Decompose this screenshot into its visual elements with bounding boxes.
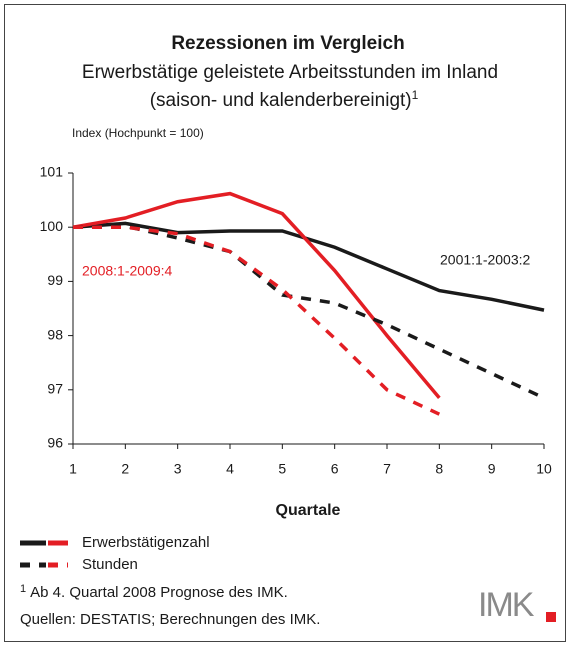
logo-square (546, 612, 556, 622)
x-tick-label: 8 (435, 461, 443, 477)
x-tick-label: 1 (69, 461, 77, 477)
chart-subtitle: Erwerbstätige geleistete Arbeitsstunden … (82, 62, 498, 83)
y-tick-label: 96 (47, 435, 63, 451)
subtitle-note: 1 (412, 88, 419, 102)
y-axis-label: Index (Hochpunkt = 100) (72, 126, 204, 140)
y-tick-label: 99 (47, 272, 63, 288)
x-tick-label: 5 (278, 461, 286, 477)
annotation: 2008:1-2009:4 (82, 263, 173, 279)
x-tick-label: 3 (174, 461, 182, 477)
series-line (73, 225, 441, 416)
y-tick-label: 101 (40, 164, 64, 180)
chart-title: Rezessionen im Vergleich (171, 33, 404, 54)
x-tick-label: 9 (488, 461, 496, 477)
x-axis-label: Quartale (276, 502, 341, 519)
annotation: 2001:1-2003:2 (440, 252, 531, 268)
y-tick-label: 97 (47, 381, 63, 397)
source: Quellen: DESTATIS; Berechnungen des IMK. (20, 611, 320, 628)
x-tick-label: 4 (226, 461, 234, 477)
chart-subtitle: (saison- und kalenderbereinigt)1 (150, 88, 419, 111)
frame (4, 4, 566, 642)
x-tick-label: 10 (536, 461, 552, 477)
footnote-marker: 1 (20, 583, 26, 595)
series-line (72, 221, 545, 312)
logo: IMK (478, 586, 535, 624)
legend-label: Stunden (82, 556, 138, 573)
x-tick-label: 7 (383, 461, 391, 477)
x-tick-label: 6 (331, 461, 339, 477)
series-line (72, 191, 441, 400)
x-tick-label: 2 (121, 461, 129, 477)
subtitle-line: (saison- und kalenderbereinigt) (150, 90, 412, 111)
y-tick-label: 100 (40, 218, 64, 234)
footnote: 1 Ab 4. Quartal 2008 Prognose des IMK. (20, 583, 288, 601)
legend-label: Erwerbstätigenzahl (82, 534, 210, 551)
y-tick-label: 98 (47, 326, 63, 342)
footnote-text: Ab 4. Quartal 2008 Prognose des IMK. (30, 584, 288, 601)
